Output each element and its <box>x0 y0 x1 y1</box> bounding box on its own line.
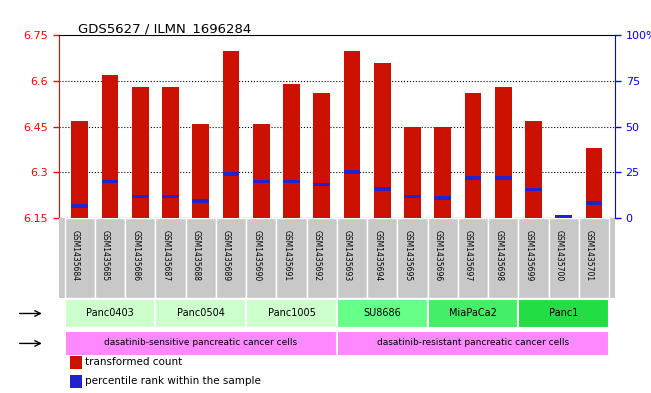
Bar <box>549 218 579 298</box>
Bar <box>283 180 300 183</box>
Bar <box>95 218 125 298</box>
Bar <box>186 218 216 298</box>
Text: GSM1435690: GSM1435690 <box>253 230 261 281</box>
Bar <box>397 218 428 298</box>
Bar <box>64 218 95 298</box>
Text: GSM1435689: GSM1435689 <box>222 230 231 281</box>
Text: GSM1435700: GSM1435700 <box>555 230 564 281</box>
Bar <box>156 218 186 298</box>
Bar <box>458 218 488 298</box>
Bar <box>337 218 367 298</box>
Bar <box>404 127 421 218</box>
Bar <box>162 87 179 218</box>
Bar <box>337 331 609 356</box>
Bar <box>374 187 391 191</box>
Text: GSM1435684: GSM1435684 <box>71 230 80 281</box>
Text: Panc1005: Panc1005 <box>268 308 316 318</box>
Text: GSM1435701: GSM1435701 <box>585 230 594 281</box>
Bar <box>465 176 481 180</box>
Bar <box>586 201 602 204</box>
Bar <box>465 93 481 218</box>
Bar <box>223 51 240 218</box>
Bar <box>64 299 156 328</box>
Bar <box>72 121 88 218</box>
Text: GDS5627 / ILMN_1696284: GDS5627 / ILMN_1696284 <box>78 22 251 35</box>
Bar <box>246 218 277 298</box>
Bar <box>216 218 246 298</box>
Bar <box>579 218 609 298</box>
Bar <box>70 356 82 369</box>
Bar <box>283 84 300 218</box>
Bar <box>344 170 361 173</box>
Text: dasatinib-resistant pancreatic cancer cells: dasatinib-resistant pancreatic cancer ce… <box>377 338 569 347</box>
Bar <box>518 218 549 298</box>
Bar <box>253 124 270 218</box>
Bar <box>434 196 451 200</box>
Text: percentile rank within the sample: percentile rank within the sample <box>85 376 261 386</box>
Text: dasatinib-sensitive pancreatic cancer cells: dasatinib-sensitive pancreatic cancer ce… <box>104 338 298 347</box>
Bar <box>156 299 246 328</box>
Bar <box>555 215 572 218</box>
Bar <box>307 218 337 298</box>
Text: MiaPaCa2: MiaPaCa2 <box>449 308 497 318</box>
Text: GSM1435691: GSM1435691 <box>283 230 292 281</box>
Bar <box>277 218 307 298</box>
Bar <box>586 148 602 218</box>
Bar <box>337 299 428 328</box>
Text: GSM1435696: GSM1435696 <box>434 230 443 281</box>
Bar <box>70 375 82 387</box>
Bar <box>488 218 518 298</box>
Bar <box>132 87 148 218</box>
Bar <box>428 299 518 328</box>
Text: transformed count: transformed count <box>85 357 182 367</box>
Bar <box>344 51 361 218</box>
Bar <box>246 299 337 328</box>
Bar <box>434 127 451 218</box>
Text: Panc0403: Panc0403 <box>86 308 134 318</box>
Bar <box>193 199 209 203</box>
Text: SU8686: SU8686 <box>363 308 401 318</box>
Bar <box>313 93 330 218</box>
Bar <box>64 331 337 356</box>
Bar <box>132 195 148 198</box>
Bar <box>525 121 542 218</box>
Bar <box>72 204 88 208</box>
Bar <box>525 188 542 191</box>
Text: GSM1435686: GSM1435686 <box>132 230 140 281</box>
Bar <box>162 195 179 198</box>
Text: GSM1435688: GSM1435688 <box>192 230 201 281</box>
Bar <box>555 215 572 218</box>
Text: GSM1435692: GSM1435692 <box>312 230 322 281</box>
Bar <box>404 195 421 198</box>
Text: GSM1435699: GSM1435699 <box>525 230 534 281</box>
Bar <box>193 124 209 218</box>
Bar <box>102 180 118 183</box>
Bar <box>313 183 330 186</box>
Text: GSM1435687: GSM1435687 <box>161 230 171 281</box>
Text: GSM1435694: GSM1435694 <box>373 230 382 281</box>
Bar <box>495 87 512 218</box>
Text: GSM1435685: GSM1435685 <box>101 230 110 281</box>
Bar <box>102 75 118 218</box>
Bar <box>495 176 512 180</box>
Text: Panc0504: Panc0504 <box>177 308 225 318</box>
Text: GSM1435695: GSM1435695 <box>404 230 413 281</box>
Text: GSM1435693: GSM1435693 <box>343 230 352 281</box>
Bar <box>125 218 156 298</box>
Text: GSM1435698: GSM1435698 <box>494 230 503 281</box>
Text: GSM1435697: GSM1435697 <box>464 230 473 281</box>
Text: Panc1: Panc1 <box>549 308 579 318</box>
Bar <box>253 180 270 183</box>
Bar <box>518 299 609 328</box>
Bar <box>367 218 397 298</box>
Bar <box>374 63 391 218</box>
Bar <box>428 218 458 298</box>
Bar <box>223 172 240 176</box>
